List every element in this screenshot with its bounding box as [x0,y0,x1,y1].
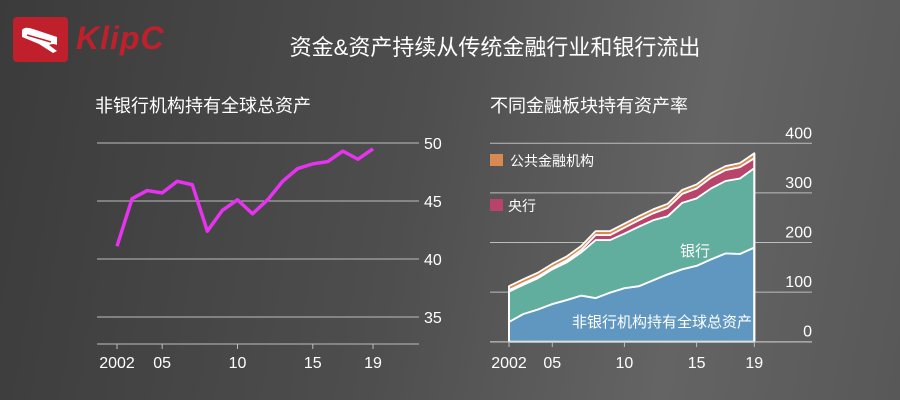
x-tick-label: 19 [745,355,763,372]
x-tick-label: 10 [229,355,247,372]
y-tick-label: 50 [424,136,442,153]
legend-label-central-bank: 央行 [508,198,536,214]
y-tick-label: 0 [803,324,812,341]
y-tick-label: 100 [785,274,812,291]
x-tick-label: 15 [688,355,706,372]
legend-swatch-central-bank [490,199,503,211]
x-tick-label: 19 [364,355,382,372]
y-tick-label: 300 [785,175,812,192]
y-tick-label: 45 [424,194,442,211]
area-label-nonbank: 非银行机构持有全球总资产 [572,313,752,331]
x-tick-label: 05 [153,355,171,372]
x-tick-label: 2002 [99,355,135,372]
x-tick-label: 05 [543,355,561,372]
x-tick-label: 10 [616,355,634,372]
x-tick-label: 15 [304,355,322,372]
area-label-bank: 银行 [680,243,710,260]
y-tick-label: 400 [785,125,812,142]
line-series [115,147,375,247]
x-tick-label: 2002 [491,355,527,372]
right-chart-title: 不同金融板块持有资产率 [490,96,688,116]
y-tick-label: 40 [424,252,442,269]
left-chart-title: 非银行机构持有全球总资产 [95,96,311,116]
y-tick-label: 35 [424,310,442,327]
page-title: 资金&资产持续从传统金融行业和银行流出 [289,35,701,60]
brand-name: KlipC [76,20,165,56]
y-tick-label: 200 [785,225,812,242]
legend-label-public: 公共金融机构 [510,153,594,169]
klipc-logo-icon [13,17,68,62]
legend-swatch-public [490,154,503,166]
